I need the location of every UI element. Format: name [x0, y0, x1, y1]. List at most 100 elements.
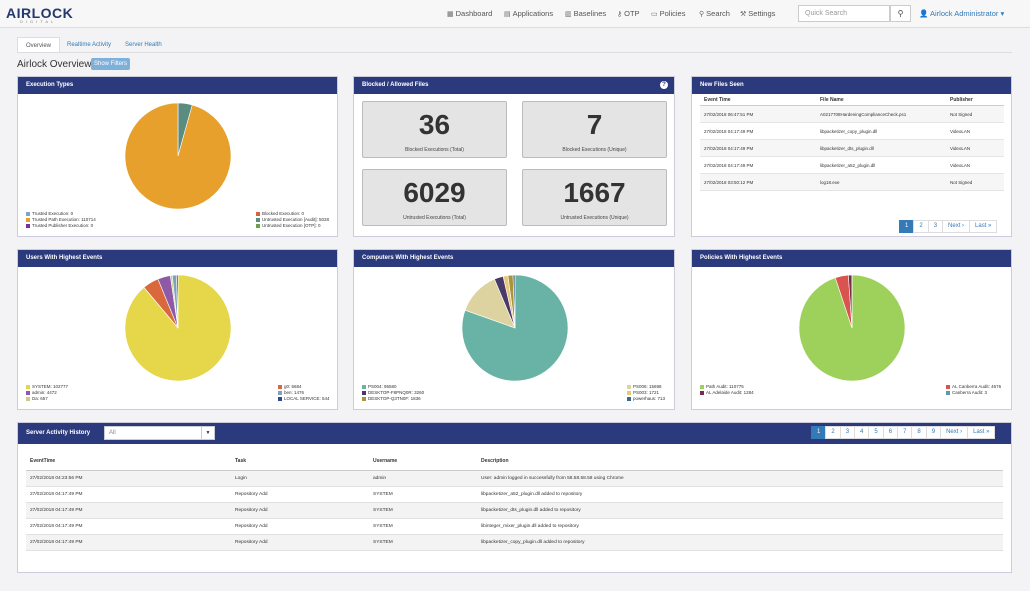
legend-item[interactable]: Canberra Audit: 3: [946, 390, 1001, 396]
legend-item[interactable]: Untrusted Execution [OTP]: 0: [256, 223, 329, 229]
legend-item[interactable]: PS003: 1721: [627, 390, 665, 396]
nav-settings[interactable]: ⚒ Settings: [740, 9, 775, 18]
nav-label: Search: [706, 9, 730, 18]
quick-search-input[interactable]: Quick Search: [798, 5, 890, 22]
page-1[interactable]: 1: [811, 426, 827, 439]
legend-item[interactable]: ben: 1476: [278, 390, 330, 396]
table-row[interactable]: 27/02/2018 03:50:12 PM log18.exe Not Signe…: [700, 173, 1004, 191]
tab-realtime-activity[interactable]: Realtime Activity: [67, 42, 112, 48]
page-1[interactable]: 1: [899, 220, 915, 233]
page-4[interactable]: 4: [854, 426, 870, 439]
tab-server-health[interactable]: Server Health: [125, 42, 162, 48]
last-page[interactable]: Last »: [969, 220, 998, 233]
legend-label: Da: 657: [32, 396, 48, 401]
legend-label: AL Adelaide Audit: 1284: [706, 390, 754, 395]
page-3[interactable]: 3: [927, 220, 944, 233]
table-row[interactable]: 27/02/2018 04:17:49 PM libpacketizer_a52_…: [700, 156, 1004, 174]
legend-item[interactable]: AL Canberra Audit: 4676: [946, 384, 1001, 390]
next-page[interactable]: Next ›: [942, 220, 971, 233]
brand-name: AIRLOCK: [6, 5, 74, 21]
next-page[interactable]: Next ›: [940, 426, 969, 439]
nav-search[interactable]: ⚲ Search: [699, 9, 730, 18]
table-row[interactable]: 27/02/2018 04:17:49 PM Repository Add SYST…: [26, 486, 1003, 503]
show-filters-button[interactable]: Show Filters: [91, 58, 131, 70]
legend-item[interactable]: Blocked Execution: 0: [256, 211, 329, 217]
file-link[interactable]: libpacketizer_copy_plugin.dll: [816, 122, 946, 140]
airlock-logo[interactable]: AIRLOCK DIGITAL: [6, 5, 74, 24]
legend-label: AL Canberra Audit: 4676: [952, 384, 1002, 389]
nav-otp[interactable]: ⚷ OTP: [617, 9, 640, 18]
table-cell: Repository Add: [231, 534, 369, 551]
tab-overview[interactable]: Overview: [17, 37, 61, 53]
legend-label: Canberra Audit: 3: [952, 390, 988, 395]
column-header[interactable]: Publisher: [946, 95, 1004, 106]
page-3[interactable]: 3: [839, 426, 856, 439]
table-row[interactable]: 27/02/2018 04:17:49 PM Repository Add SYST…: [26, 502, 1003, 519]
file-link[interactable]: libpacketizer_a52_plugin.dll: [816, 156, 946, 174]
nav-dashboard[interactable]: ▦ Dashboard: [447, 9, 492, 18]
table-row[interactable]: 27/02/2018 04:17:49 PM libpacketizer_dts_…: [700, 139, 1004, 157]
page-6[interactable]: 6: [882, 426, 899, 439]
legend-item[interactable]: DESKTOP-Q3TN0F: 1836: [362, 396, 424, 402]
panel-title: Policies With Highest Events: [692, 250, 1011, 267]
page-2[interactable]: 2: [913, 220, 929, 233]
table-cell: libpacketizer_a52_plugin.dll added to re…: [477, 486, 1003, 503]
page-9[interactable]: 9: [925, 426, 942, 439]
panel-title: Computers With Highest Events: [354, 250, 674, 267]
legend-item[interactable]: powerhaus: 713: [627, 396, 665, 402]
legend-item[interactable]: g0: 5684: [278, 384, 330, 390]
column-header[interactable]: EventTime: [26, 452, 231, 471]
help-icon[interactable]: ?: [660, 81, 668, 89]
legend-label: DESKTOP-Q3TN0F: 1836: [368, 396, 421, 401]
legend-item[interactable]: LOCAL SERVICE: 544: [278, 396, 330, 402]
page-8[interactable]: 8: [911, 426, 927, 439]
pie-slice[interactable]: [176, 274, 179, 329]
users-pie: [124, 274, 232, 382]
nav-label: OTP: [624, 9, 640, 18]
legend-item[interactable]: AL Adelaide Audit: 1284: [700, 390, 754, 396]
table-row[interactable]: 27/02/2018 06:47:51 PM A0217708HardeningC…: [700, 105, 1004, 123]
nav-policies[interactable]: ▭ Policies: [651, 9, 685, 18]
table-cell: 27/02/2018 03:50:12 PM: [700, 173, 816, 191]
legend-item[interactable]: admin: 4472: [26, 390, 68, 396]
table-cell: 27/02/2018 06:47:51 PM: [700, 105, 816, 123]
file-link[interactable]: libpacketizer_dts_plugin.dll: [816, 139, 946, 157]
user-name: Airlock Administrator: [930, 9, 999, 18]
pie-slice[interactable]: [124, 102, 232, 210]
legend-item[interactable]: Trusted Publisher Execution: 0: [26, 223, 96, 229]
pie-slice[interactable]: [512, 274, 516, 329]
legend-item[interactable]: Trusted Path Execution: 110714: [26, 217, 96, 223]
policies-pie: [798, 274, 906, 382]
column-header[interactable]: Description: [477, 452, 1003, 471]
page-5[interactable]: 5: [868, 426, 884, 439]
legend-item[interactable]: SYSTEM: 102777: [26, 384, 68, 390]
table-row[interactable]: 27/02/2018 04:23:56 PM Login admin User: ad…: [26, 470, 1003, 487]
page-7[interactable]: 7: [897, 426, 913, 439]
file-link[interactable]: log18.exe: [816, 173, 946, 191]
file-link[interactable]: A0217708HardeningComplianceCheck.ps1: [816, 105, 946, 123]
legend-item[interactable]: Da: 657: [26, 396, 68, 402]
legend-item[interactable]: Trusted Execution: 0: [26, 211, 96, 217]
search-button[interactable]: ⚲: [890, 5, 911, 22]
page-2[interactable]: 2: [825, 426, 841, 439]
activity-filter-select[interactable]: All ▼: [104, 426, 215, 440]
nav-applications[interactable]: ▤ Applications: [504, 9, 553, 18]
legend-item[interactable]: PS004: 95580: [362, 384, 424, 390]
column-header[interactable]: Event Time: [700, 95, 816, 106]
table-row[interactable]: 27/02/2018 04:17:49 PM Repository Add SYST…: [26, 534, 1003, 551]
legend-item[interactable]: Path Audit: 110775: [700, 384, 754, 390]
nav-label: Applications: [512, 9, 554, 18]
table-row[interactable]: 27/02/2018 04:17:49 PM libpacketizer_copy…: [700, 122, 1004, 140]
legend-item[interactable]: PS006: 15698: [627, 384, 665, 390]
user-menu[interactable]: 👤 Airlock Administrator ▾: [919, 9, 1004, 18]
column-header[interactable]: File Name: [816, 95, 946, 106]
legend-item[interactable]: Untrusted Execution [Audit]: 5028: [256, 217, 329, 223]
legend-item[interactable]: DESKTOP-F8PNQ0R: 3260: [362, 390, 424, 396]
column-header[interactable]: Username: [369, 452, 477, 471]
blocked-allowed-panel: Blocked / Allowed Files? 36 Blocked Execu…: [353, 76, 675, 237]
caret-down-icon: ▾: [1000, 9, 1005, 18]
table-row[interactable]: 27/02/2018 04:17:49 PM Repository Add SYST…: [26, 518, 1003, 535]
column-header[interactable]: Task: [231, 452, 369, 471]
nav-baselines[interactable]: ▥ Baselines: [565, 9, 606, 18]
last-page[interactable]: Last »: [967, 426, 996, 439]
